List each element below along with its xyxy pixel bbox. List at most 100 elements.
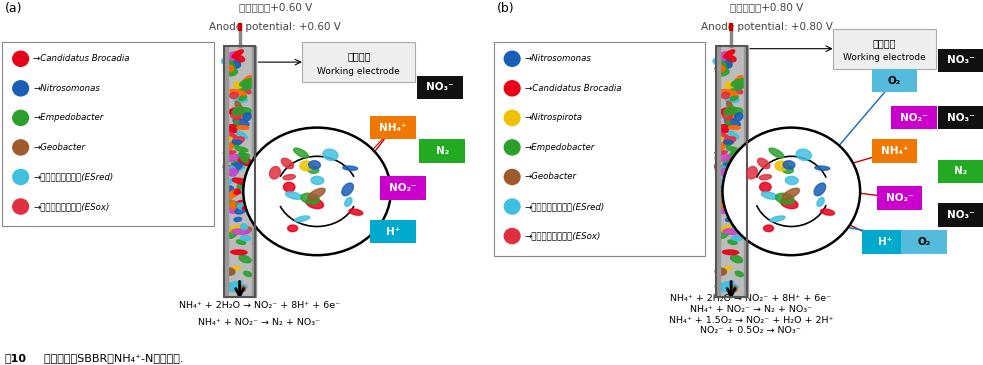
Ellipse shape [783,161,795,169]
Ellipse shape [729,203,744,210]
Ellipse shape [781,198,798,209]
Ellipse shape [227,127,236,132]
Ellipse shape [715,65,725,72]
Ellipse shape [716,200,729,207]
Ellipse shape [732,189,747,196]
Text: 阳极电势：+0.80 V: 阳极电势：+0.80 V [730,2,803,12]
Ellipse shape [733,76,743,84]
Ellipse shape [229,202,240,214]
Ellipse shape [761,192,779,199]
Text: (a): (a) [5,2,23,15]
Ellipse shape [721,225,739,233]
Ellipse shape [715,284,730,292]
Ellipse shape [785,176,798,184]
Ellipse shape [717,134,723,143]
Ellipse shape [726,208,737,214]
Ellipse shape [729,158,745,166]
Text: 图10: 图10 [5,353,27,363]
Ellipse shape [504,228,520,243]
Text: Anode potential: +0.60 V: Anode potential: +0.60 V [209,22,341,32]
Ellipse shape [241,189,256,196]
Ellipse shape [725,82,733,88]
Text: NH₄⁺ + NO₂⁻ → N₂ + NO₃⁻: NH₄⁺ + NO₂⁻ → N₂ + NO₃⁻ [199,318,320,327]
FancyBboxPatch shape [380,176,426,200]
Text: Working electrode: Working electrode [843,53,926,62]
Ellipse shape [719,190,730,199]
Ellipse shape [283,174,295,180]
Ellipse shape [227,69,238,76]
Ellipse shape [722,58,732,67]
Ellipse shape [231,250,247,255]
FancyBboxPatch shape [371,220,416,243]
Ellipse shape [721,202,731,214]
Ellipse shape [713,58,727,67]
Ellipse shape [243,84,251,89]
Ellipse shape [732,227,743,233]
FancyBboxPatch shape [938,203,983,227]
Text: →Nitrosomonas: →Nitrosomonas [33,84,100,93]
Ellipse shape [232,141,240,146]
Ellipse shape [731,235,742,241]
Ellipse shape [720,168,728,176]
Ellipse shape [234,189,241,195]
Text: →Candidatus Brocadia: →Candidatus Brocadia [525,84,621,93]
Text: →Empedobacter: →Empedobacter [33,114,103,122]
Ellipse shape [225,186,234,191]
Ellipse shape [716,266,732,273]
Ellipse shape [717,269,725,275]
Ellipse shape [718,63,727,72]
Ellipse shape [232,137,245,143]
Ellipse shape [732,286,737,291]
Ellipse shape [269,166,280,179]
Ellipse shape [294,148,309,158]
Ellipse shape [734,84,742,89]
Ellipse shape [223,154,239,161]
Ellipse shape [232,282,248,288]
Ellipse shape [221,58,236,67]
Text: NO₂⁻: NO₂⁻ [389,183,417,193]
Ellipse shape [227,190,239,199]
Ellipse shape [717,179,725,184]
FancyBboxPatch shape [862,230,907,254]
Ellipse shape [349,209,363,215]
Ellipse shape [726,200,741,206]
Text: NO₂⁻: NO₂⁻ [886,193,913,203]
Ellipse shape [726,101,733,111]
FancyBboxPatch shape [371,116,416,139]
Ellipse shape [243,112,252,121]
Ellipse shape [730,151,739,163]
FancyBboxPatch shape [417,76,463,99]
Text: 工作电极: 工作电极 [873,38,896,48]
Text: NH₄⁺ + 1.5O₂ → NO₂⁻ + H₂O + 2H⁺: NH₄⁺ + 1.5O₂ → NO₂⁻ + H₂O + 2H⁺ [668,316,833,325]
Text: →Geobacter: →Geobacter [525,173,577,181]
Ellipse shape [504,110,520,126]
Ellipse shape [311,176,323,184]
Ellipse shape [232,178,250,185]
Ellipse shape [815,166,830,170]
Ellipse shape [225,134,232,143]
Ellipse shape [230,58,241,67]
Ellipse shape [814,183,826,196]
Ellipse shape [720,166,727,177]
Ellipse shape [295,216,310,222]
Text: NO₂⁻ + 0.5O₂ → NO₃⁻: NO₂⁻ + 0.5O₂ → NO₃⁻ [701,326,801,335]
Text: →Empedobacter: →Empedobacter [525,143,595,152]
Ellipse shape [718,52,728,64]
Ellipse shape [224,61,235,73]
Ellipse shape [288,225,298,232]
Bar [252,46,256,297]
Ellipse shape [227,124,238,131]
Text: NO₂⁻: NO₂⁻ [900,112,928,123]
FancyBboxPatch shape [892,106,937,129]
Ellipse shape [715,165,729,173]
Ellipse shape [223,65,234,72]
Ellipse shape [237,184,245,190]
Ellipse shape [231,229,250,234]
Ellipse shape [760,182,771,192]
Ellipse shape [728,184,736,190]
Ellipse shape [239,151,248,163]
Ellipse shape [717,186,725,191]
Ellipse shape [769,148,783,158]
Ellipse shape [235,200,250,206]
Ellipse shape [715,151,727,154]
